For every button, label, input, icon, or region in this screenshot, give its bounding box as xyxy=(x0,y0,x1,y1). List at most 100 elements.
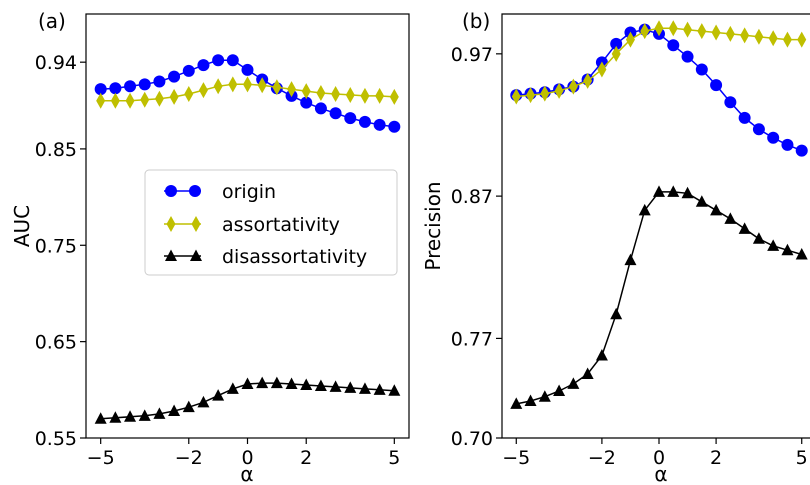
auc-assortativity-point xyxy=(257,77,267,94)
auc-y-tick-label: 0.94 xyxy=(35,52,77,74)
precision-disassortativity-point xyxy=(752,232,765,244)
auc-disassortativity-point xyxy=(168,404,181,417)
auc-disassortativity-point xyxy=(153,407,166,419)
precision-origin-point xyxy=(738,111,751,124)
auc-assortativity-point xyxy=(198,82,208,99)
precision-disassortativity-point xyxy=(624,253,637,266)
precision-x-axis-label: α xyxy=(654,462,667,485)
auc-disassortativity-point xyxy=(226,382,239,394)
auc-origin-point xyxy=(168,70,181,83)
precision-assortativity-point xyxy=(797,31,807,48)
precision-assortativity-point xyxy=(725,25,735,42)
auc-assortativity-point xyxy=(125,92,135,109)
auc-y-tick-label: 0.85 xyxy=(35,139,77,161)
precision-y-tick-label: 0.97 xyxy=(451,44,493,66)
legend-entry-assortativity: assortativity xyxy=(164,214,340,236)
precision-disassortativity-point xyxy=(710,203,723,216)
auc-origin-point xyxy=(212,54,225,67)
legend-disassortativity-label: disassortativity xyxy=(222,246,367,268)
precision-assortativity-point xyxy=(568,78,578,95)
auc-assortativity-point xyxy=(301,83,311,100)
auc-assortativity-point xyxy=(140,91,150,108)
auc-disassortativity-point xyxy=(300,378,313,390)
auc-x-tick-label: 2 xyxy=(300,447,312,469)
auc-x-tick-label: −2 xyxy=(175,447,203,469)
precision-series-origin xyxy=(510,23,808,157)
precision-assortativity-point xyxy=(540,85,550,102)
legend-origin-marker xyxy=(165,185,177,197)
auc-origin-point xyxy=(241,63,254,76)
precision-assortativity-point xyxy=(782,31,792,48)
precision-disassortativity-point xyxy=(653,185,665,197)
precision-disassortativity-line xyxy=(516,191,802,405)
precision-y-axis-label: Precision xyxy=(421,181,445,270)
auc-origin-point xyxy=(226,54,239,67)
precision-assortativity-point xyxy=(654,20,664,37)
legend-assortativity-marker xyxy=(191,216,201,232)
precision-panel: (b) −5 −2 0 2 5 0.70 0.77 0.87 0.97 α Precision xyxy=(421,9,810,485)
auc-origin-point xyxy=(314,102,327,115)
auc-origin-point xyxy=(358,115,371,128)
precision-x-tick-label: −2 xyxy=(588,447,616,469)
legend-assortativity-label: assortativity xyxy=(222,214,340,236)
auc-assortativity-point xyxy=(169,88,179,105)
auc-disassortativity-point xyxy=(138,409,151,421)
precision-origin-point xyxy=(767,131,780,144)
auc-assortativity-point xyxy=(154,90,164,107)
auc-disassortativity-point xyxy=(344,381,357,393)
legend-disassortativity-marker xyxy=(190,249,202,261)
precision-origin-point xyxy=(795,144,808,157)
precision-disassortativity-point xyxy=(524,394,537,407)
precision-disassortativity-point xyxy=(595,348,608,361)
auc-assortativity-point xyxy=(316,85,326,102)
precision-assortativity-point xyxy=(668,20,678,37)
precision-origin-point xyxy=(781,138,794,151)
precision-assortativity-point xyxy=(597,61,607,78)
auc-disassortativity-point xyxy=(124,410,137,422)
precision-disassortativity-point xyxy=(638,203,651,216)
precision-axes-frame xyxy=(501,13,810,439)
auc-x-tick-label: −5 xyxy=(87,447,115,469)
precision-disassortativity-point xyxy=(781,243,794,256)
auc-disassortativity-point xyxy=(241,377,254,390)
auc-disassortativity-point xyxy=(329,380,342,392)
auc-disassortativity-point xyxy=(388,384,401,396)
auc-assortativity-point xyxy=(228,76,238,93)
auc-y-tick-label: 0.65 xyxy=(35,332,77,354)
legend-frame xyxy=(144,169,398,276)
auc-assortativity-point xyxy=(345,86,355,103)
precision-y-tick-label: 0.87 xyxy=(451,186,493,208)
auc-assortativity-point xyxy=(389,88,399,105)
precision-origin-point xyxy=(710,79,723,92)
legend-disassortativity-marker xyxy=(165,249,177,261)
precision-disassortativity-point xyxy=(767,239,780,251)
precision-origin-point xyxy=(681,50,694,63)
precision-assortativity-point xyxy=(640,23,650,40)
precision-assortativity-point xyxy=(768,30,778,47)
auc-x-tick-label: 0 xyxy=(241,447,253,469)
legend-assortativity-marker xyxy=(166,216,176,232)
legend-origin-marker xyxy=(189,185,201,197)
auc-disassortativity-point xyxy=(314,379,327,391)
precision-origin-point xyxy=(610,37,623,50)
precision-disassortativity-point xyxy=(795,247,808,260)
precision-disassortativity-point xyxy=(724,212,737,224)
precision-assortativity-point xyxy=(554,82,564,99)
precision-origin-point xyxy=(667,39,680,52)
precision-disassortativity-point xyxy=(567,377,580,389)
precision-x-tick-label: −5 xyxy=(502,447,530,469)
auc-origin-point xyxy=(182,64,195,77)
auc-disassortativity-point xyxy=(256,376,269,389)
auc-series-disassortativity xyxy=(94,376,401,424)
precision-assortativity-point xyxy=(583,72,593,89)
precision-disassortativity-point xyxy=(695,195,708,207)
auc-disassortativity-point xyxy=(182,400,195,413)
auc-disassortativity-point xyxy=(109,411,122,423)
auc-origin-point xyxy=(300,96,313,109)
auc-assortativity-point xyxy=(110,92,120,109)
precision-disassortativity-point xyxy=(667,185,680,197)
precision-plot-area xyxy=(510,20,808,409)
auc-assortativity-point xyxy=(272,79,282,96)
auc-x-tick-label: 5 xyxy=(388,447,400,469)
auc-origin-point xyxy=(344,112,357,125)
